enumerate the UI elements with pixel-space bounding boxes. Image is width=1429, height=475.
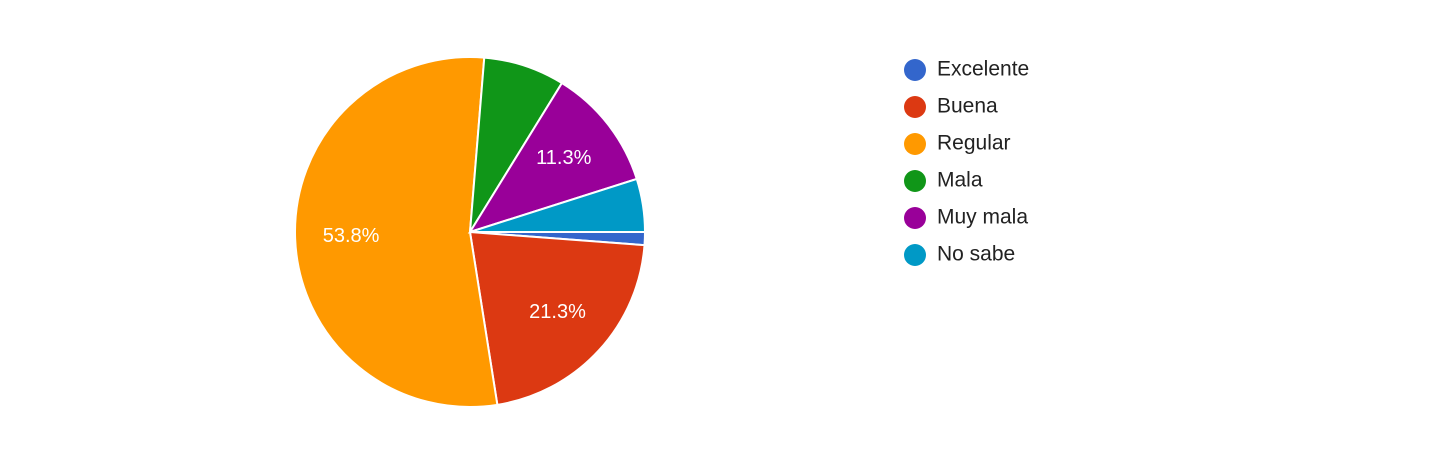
legend-label: Regular	[937, 132, 1011, 155]
legend-swatch	[904, 244, 926, 266]
legend-label: Mala	[937, 169, 983, 192]
pie-slice	[468, 230, 646, 406]
pie-slice	[294, 56, 499, 408]
legend-swatch	[904, 170, 926, 192]
pie-slice	[469, 177, 647, 233]
slice-label: 11.3%	[536, 147, 591, 169]
legend-swatch	[904, 96, 926, 118]
legend-swatch	[904, 207, 926, 229]
legend-label: No sabe	[937, 243, 1015, 266]
pie-slice	[467, 81, 639, 234]
legend-label: Muy mala	[937, 206, 1028, 229]
slice-label: 53.8%	[323, 225, 380, 247]
legend-label: Buena	[937, 95, 998, 118]
legend-swatch	[904, 133, 926, 155]
legend-swatch	[904, 59, 926, 81]
slice-label: 21.3%	[529, 301, 586, 323]
legend-label: Excelente	[937, 58, 1029, 81]
